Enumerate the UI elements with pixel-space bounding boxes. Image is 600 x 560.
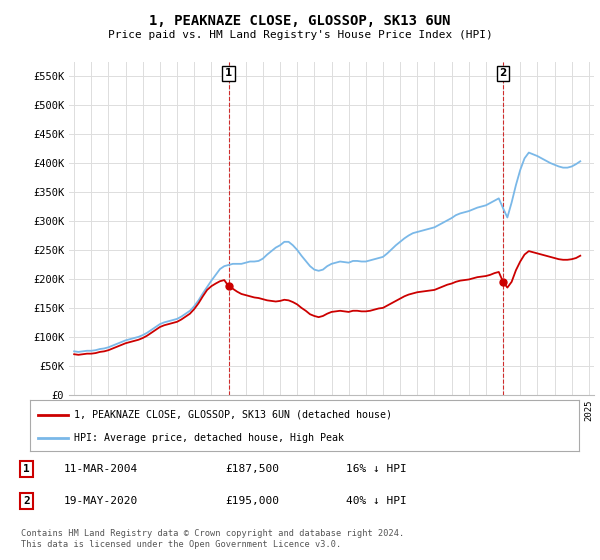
Text: 40% ↓ HPI: 40% ↓ HPI [346, 496, 407, 506]
Text: 1: 1 [23, 464, 30, 474]
Text: 2: 2 [23, 496, 30, 506]
Text: 1: 1 [225, 68, 232, 78]
Text: £187,500: £187,500 [225, 464, 279, 474]
Text: 2: 2 [499, 68, 506, 78]
Text: 1, PEAKNAZE CLOSE, GLOSSOP, SK13 6UN: 1, PEAKNAZE CLOSE, GLOSSOP, SK13 6UN [149, 14, 451, 28]
Text: 1, PEAKNAZE CLOSE, GLOSSOP, SK13 6UN (detached house): 1, PEAKNAZE CLOSE, GLOSSOP, SK13 6UN (de… [74, 409, 392, 419]
Text: 16% ↓ HPI: 16% ↓ HPI [346, 464, 407, 474]
Text: Contains HM Land Registry data © Crown copyright and database right 2024.
This d: Contains HM Land Registry data © Crown c… [21, 529, 404, 549]
Text: HPI: Average price, detached house, High Peak: HPI: Average price, detached house, High… [74, 433, 344, 443]
Text: Price paid vs. HM Land Registry's House Price Index (HPI): Price paid vs. HM Land Registry's House … [107, 30, 493, 40]
Text: £195,000: £195,000 [225, 496, 279, 506]
Text: 19-MAY-2020: 19-MAY-2020 [64, 496, 138, 506]
Text: 11-MAR-2004: 11-MAR-2004 [64, 464, 138, 474]
